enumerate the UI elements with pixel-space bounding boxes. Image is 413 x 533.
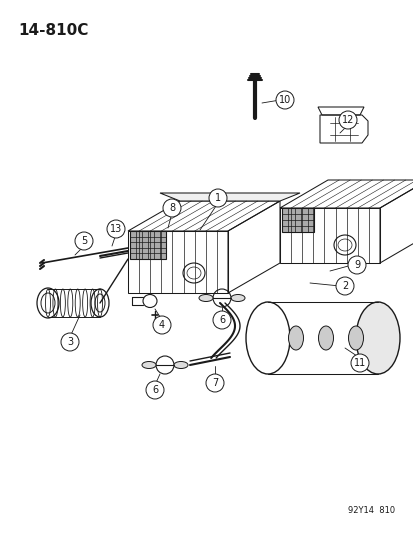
Circle shape: [338, 111, 356, 129]
Text: 11: 11: [353, 358, 365, 368]
Circle shape: [275, 91, 293, 109]
Ellipse shape: [199, 295, 212, 302]
Ellipse shape: [355, 302, 399, 374]
Circle shape: [75, 232, 93, 250]
Ellipse shape: [348, 326, 363, 350]
Text: 6: 6: [218, 315, 225, 325]
Circle shape: [209, 189, 226, 207]
Text: 3: 3: [67, 337, 73, 347]
Ellipse shape: [318, 326, 333, 350]
Polygon shape: [281, 208, 313, 232]
Circle shape: [61, 333, 79, 351]
Text: 13: 13: [109, 224, 122, 234]
Circle shape: [206, 374, 223, 392]
Text: 2: 2: [341, 281, 347, 291]
Text: 9: 9: [353, 260, 359, 270]
Circle shape: [146, 381, 164, 399]
Text: 12: 12: [341, 115, 354, 125]
Ellipse shape: [230, 295, 244, 302]
Text: 10: 10: [278, 95, 290, 105]
Circle shape: [153, 316, 171, 334]
Text: 4: 4: [159, 320, 165, 330]
Circle shape: [107, 220, 125, 238]
Circle shape: [350, 354, 368, 372]
Polygon shape: [130, 231, 166, 259]
Circle shape: [335, 277, 353, 295]
Text: 5: 5: [81, 236, 87, 246]
Circle shape: [163, 199, 180, 217]
Text: 6: 6: [152, 385, 158, 395]
Text: 14-810C: 14-810C: [18, 23, 88, 38]
Text: 1: 1: [214, 193, 221, 203]
Ellipse shape: [288, 326, 303, 350]
Ellipse shape: [142, 361, 156, 368]
Text: 8: 8: [169, 203, 175, 213]
Text: 7: 7: [211, 378, 218, 388]
Text: 92Y14  810: 92Y14 810: [347, 506, 394, 515]
Circle shape: [212, 311, 230, 329]
Circle shape: [347, 256, 365, 274]
Polygon shape: [159, 193, 299, 201]
Ellipse shape: [173, 361, 188, 368]
